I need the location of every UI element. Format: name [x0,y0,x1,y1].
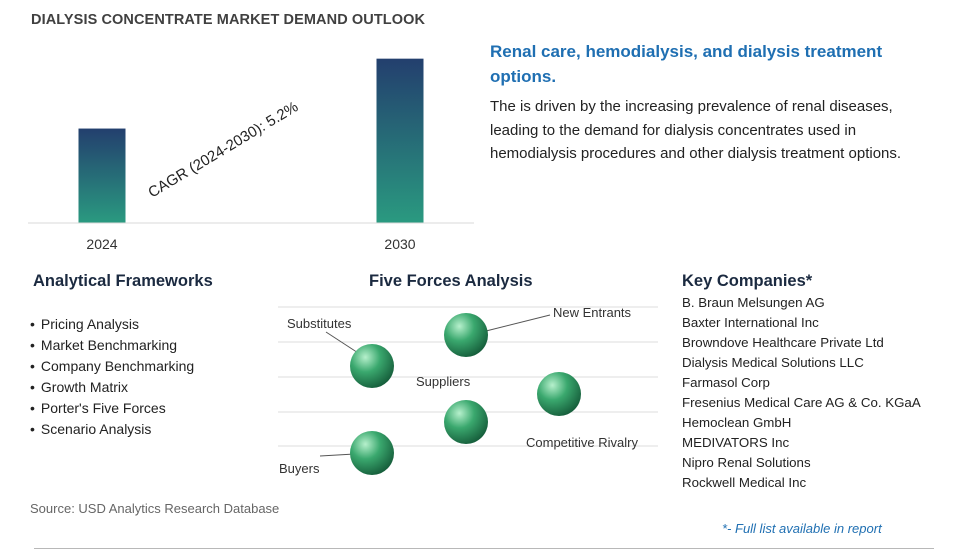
company-item: B. Braun Melsungen AG [682,295,825,310]
five-forces-diagram: Substitutes New Entrants Suppliers Compe… [278,305,658,476]
bar-chart: 2024 2030 CAGR (2024-2030): 5.2% [28,58,474,252]
company-item: Fresenius Medical Care AG & Co. KGaA [682,395,921,410]
bar-2024 [78,128,126,223]
company-item: Hemoclean GmbH [682,415,792,430]
key-companies-list: B. Braun Melsungen AG Baxter Internation… [682,293,921,493]
list-item: Porter's Five Forces [30,398,194,419]
suppliers-sphere [444,400,488,444]
company-item: Browndove Healthcare Private Ltd [682,335,884,350]
frameworks-title: Analytical Frameworks [33,272,213,290]
x-tick-label: 2030 [384,236,415,252]
substitutes-label: Substitutes [287,316,352,331]
frameworks-list: Pricing Analysis Market Benchmarking Com… [30,314,194,440]
description: The is driven by the increasing prevalen… [490,98,902,162]
bar-2030 [376,58,424,224]
key-companies-title: Key Companies* [682,272,813,290]
cagr-annotation: CAGR (2024-2030): 5.2% [145,98,301,201]
headline: Renal care, hemodialysis, and dialysis t… [490,42,883,86]
buyers-sphere [350,431,394,475]
source-note: Source: USD Analytics Research Database [30,501,280,516]
list-item: Growth Matrix [30,377,194,398]
suppliers-label: Suppliers [416,374,471,389]
x-tick-label: 2024 [86,236,117,252]
competitive-rivalry-sphere [537,372,581,416]
company-item: Nipro Renal Solutions [682,455,811,470]
substitutes-sphere [350,344,394,388]
company-item: Rockwell Medical Inc [682,475,807,490]
page-title: DIALYSIS CONCENTRATE MARKET DEMAND OUTLO… [31,12,426,28]
list-item: Scenario Analysis [30,419,194,440]
full-list-note: *- Full list available in report [722,521,882,536]
bottom-divider [34,548,934,549]
buyers-label: Buyers [279,461,320,476]
company-item: Baxter International Inc [682,315,819,330]
company-item: Dialysis Medical Solutions LLC [682,355,864,370]
list-item: Market Benchmarking [30,335,194,356]
five-forces-title: Five Forces Analysis [369,272,533,290]
company-item: Farmasol Corp [682,375,770,390]
company-item: MEDIVATORS Inc [682,435,790,450]
new-entrants-label: New Entrants [553,305,632,320]
new-entrants-sphere [444,313,488,357]
list-item: Company Benchmarking [30,356,194,377]
competitive-rivalry-label: Competitive Rivalry [526,435,638,450]
list-item: Pricing Analysis [30,314,194,335]
